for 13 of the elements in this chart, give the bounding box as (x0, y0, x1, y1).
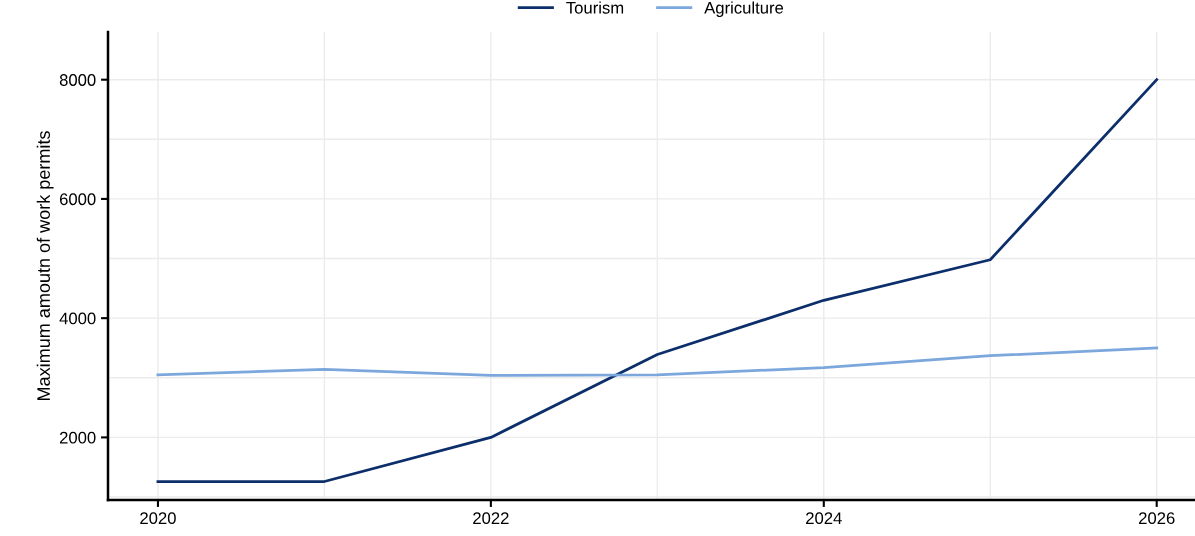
x-tick-label: 2022 (473, 512, 509, 525)
y-axis-title: Maximum amoutn of work permits (36, 131, 54, 400)
y-tick-label: 6000 (59, 193, 96, 206)
line-series (156, 78, 1159, 483)
x-tick-label: 2024 (806, 512, 842, 525)
x-tick-label: 2026 (1139, 512, 1175, 525)
x-tick-label: 2020 (140, 512, 176, 525)
legend-label: Agriculture (704, 1, 784, 17)
y-tick-label: 8000 (59, 74, 96, 86)
y-tick-label: 4000 (59, 312, 96, 325)
line-series (156, 346, 1159, 377)
legend-label: Tourism (566, 1, 624, 14)
y-tick-label: 2000 (59, 431, 96, 444)
